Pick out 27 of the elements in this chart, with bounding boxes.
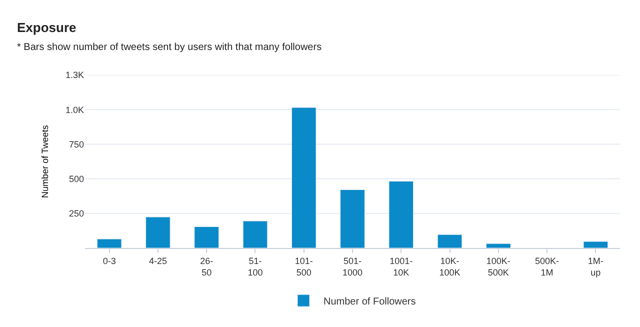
bar xyxy=(437,234,462,248)
x-tick-label: 1M-up xyxy=(588,256,604,278)
bar xyxy=(242,220,268,248)
chart-title: Exposure xyxy=(17,20,76,35)
y-tick-label: 250 xyxy=(68,208,84,219)
x-tick-label: 26-50 xyxy=(200,256,214,278)
x-tick-label: 0-3 xyxy=(102,256,116,266)
bar xyxy=(96,238,122,248)
x-tick-label: 500K-1M xyxy=(535,256,560,278)
bar xyxy=(146,216,170,248)
x-tick-label: 100K-500K xyxy=(486,256,510,278)
y-tick-label: 1.3K xyxy=(65,70,84,80)
x-tick-label: 10K-100K xyxy=(439,256,460,278)
y-tick-label: 500 xyxy=(68,174,84,184)
legend-label: Number of Followers xyxy=(324,296,416,308)
x-tick-label: 101-500 xyxy=(294,256,313,278)
y-tick-label: 750 xyxy=(68,139,84,150)
bar xyxy=(486,243,511,248)
chart-subtitle: * Bars show number of tweets sent by users with that many followers xyxy=(17,42,322,53)
y-tick-label: 1.0K xyxy=(65,104,84,115)
x-tick-label: 501-1000 xyxy=(342,256,363,278)
bar xyxy=(194,226,219,248)
x-tick-label: 1001-10K xyxy=(390,256,413,278)
x-tick-label: 51-100 xyxy=(248,256,263,278)
bar xyxy=(583,241,608,248)
x-tick-label: 4-25 xyxy=(148,256,167,266)
y-axis-title: Number of Tweets xyxy=(40,124,50,198)
